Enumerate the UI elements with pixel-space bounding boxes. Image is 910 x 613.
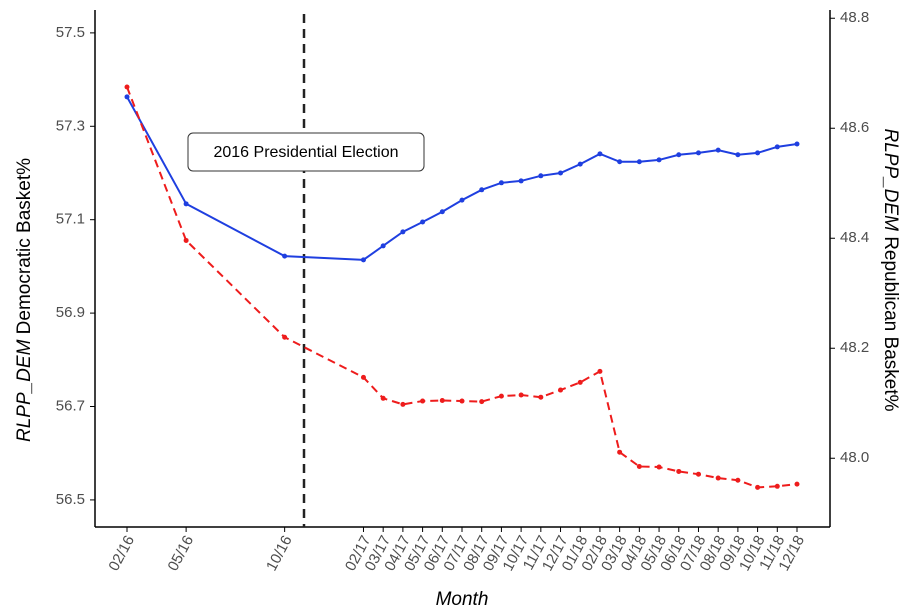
point <box>124 94 130 100</box>
point <box>794 141 800 147</box>
point <box>794 481 800 487</box>
point <box>755 150 761 156</box>
x-axis-title: Month <box>436 589 489 610</box>
y-axis-title: RLPP_DEM Democratic Basket% <box>14 158 35 442</box>
y-tick-label: 57.3 <box>56 117 85 134</box>
y2-tick-label: 48.6 <box>840 119 869 136</box>
point <box>518 178 524 184</box>
point <box>656 157 662 163</box>
point <box>400 401 406 407</box>
y2-tick-label: 48.8 <box>840 9 869 26</box>
point <box>715 475 721 481</box>
point <box>282 253 288 259</box>
point <box>538 173 544 179</box>
series-line <box>126 86 798 489</box>
point <box>577 161 583 167</box>
point <box>459 398 465 404</box>
point <box>617 449 623 455</box>
y-title-text: Democratic Basket% <box>14 158 35 334</box>
point <box>735 152 741 158</box>
y2-title-text: Republican Basket% <box>880 236 901 411</box>
point <box>597 151 603 157</box>
point <box>695 150 701 156</box>
y2-title-italic: RLPP_DEM <box>880 128 901 231</box>
point <box>518 392 524 398</box>
y2-tick-label: 48.4 <box>840 229 869 246</box>
point <box>400 229 406 235</box>
point <box>676 468 682 474</box>
annotation-box <box>187 132 425 172</box>
y-tick-label: 56.9 <box>56 304 85 321</box>
point <box>360 374 366 380</box>
point <box>420 398 426 404</box>
point <box>538 394 544 400</box>
x-tick-label: 02/16 <box>105 533 138 574</box>
x-tick-label: 10/16 <box>263 533 296 574</box>
point <box>360 257 366 263</box>
y-title-italic: RLPP_DEM <box>14 339 35 442</box>
annotation: 2016 Presidential Election <box>213 144 398 161</box>
point <box>282 334 288 340</box>
y2-axis-title: RLPP_DEM Republican Basket% <box>880 128 901 411</box>
y2-tick-label: 48.0 <box>840 449 869 466</box>
series-line <box>126 96 798 261</box>
point <box>124 84 130 90</box>
y-tick-label: 57.1 <box>56 211 85 228</box>
point <box>380 243 386 249</box>
y-tick-label: 56.5 <box>56 491 85 508</box>
point <box>577 379 583 385</box>
point <box>558 387 564 393</box>
point <box>695 471 701 477</box>
point <box>755 484 761 490</box>
point <box>617 159 623 165</box>
point <box>656 464 662 470</box>
point <box>183 201 189 207</box>
point <box>439 398 445 403</box>
point <box>479 399 485 405</box>
point <box>498 180 504 186</box>
y2-tick-label: 48.2 <box>840 339 869 356</box>
y-tick-label: 57.5 <box>56 24 85 41</box>
point <box>774 144 780 150</box>
point <box>676 152 682 158</box>
point <box>459 197 465 203</box>
point <box>715 147 721 153</box>
point <box>380 395 386 401</box>
point <box>774 483 780 489</box>
point <box>597 368 603 374</box>
y-tick-label: 56.7 <box>56 397 85 414</box>
point <box>183 237 189 243</box>
point <box>420 219 426 225</box>
point <box>498 393 504 399</box>
point <box>439 209 445 215</box>
point <box>636 159 642 165</box>
point <box>479 187 485 193</box>
x-tick-label: 05/16 <box>165 533 198 574</box>
point <box>558 170 564 176</box>
point <box>735 477 741 483</box>
point <box>636 464 642 469</box>
